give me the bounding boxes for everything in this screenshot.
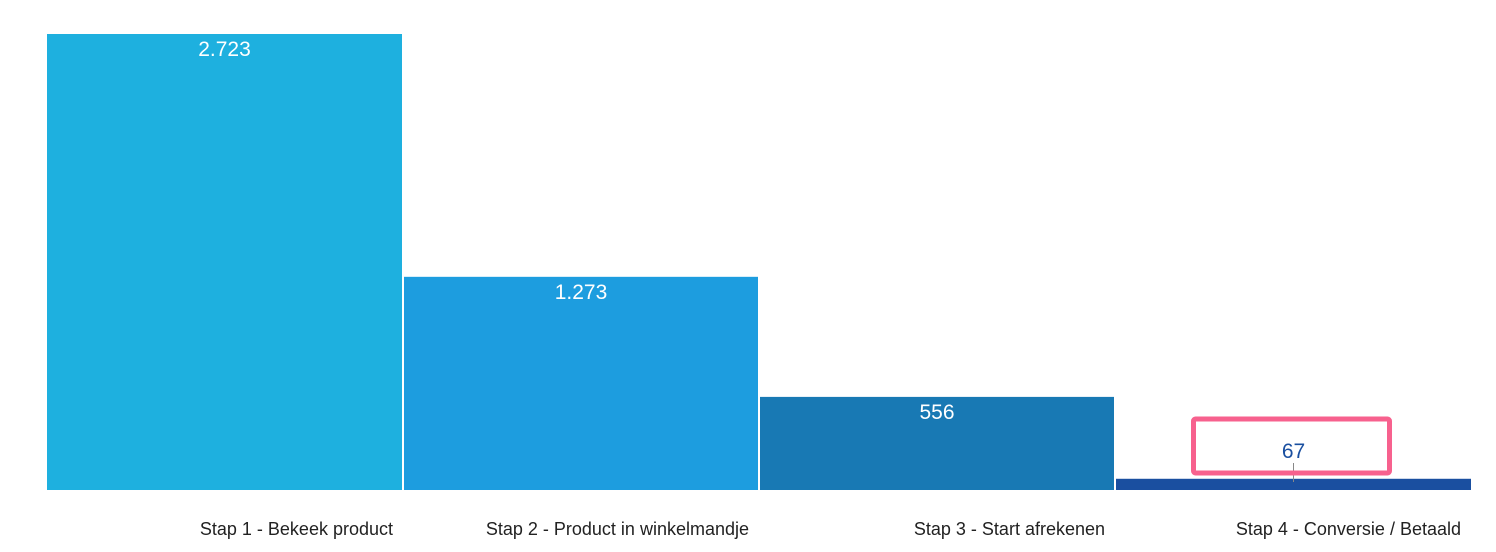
bar-3 [760, 396, 1114, 490]
bar-1 [47, 34, 402, 490]
value-label-3: 556 [919, 401, 954, 424]
category-label-3: Stap 3 - Start afrekenen [914, 519, 1105, 539]
value-label-4: 67 [1282, 440, 1305, 463]
highlight-layer [1191, 416, 1392, 476]
highlight-box [1191, 416, 1392, 476]
category-labels-group: Stap 1 - Bekeek product Stap 2 - Product … [200, 519, 1461, 539]
value-labels-group: 2.723 1.273 556 67 [198, 38, 1305, 482]
value-label-2: 1.273 [555, 281, 608, 304]
bars-group [47, 34, 1471, 490]
category-label-2: Stap 2 - Product in winkelmandje [486, 519, 749, 539]
category-label-1: Stap 1 - Bekeek product [200, 519, 393, 539]
bar-2 [404, 276, 758, 490]
bar-4 [1116, 478, 1471, 490]
category-label-4: Stap 4 - Conversie / Betaald [1236, 519, 1461, 539]
value-label-1: 2.723 [198, 38, 251, 61]
